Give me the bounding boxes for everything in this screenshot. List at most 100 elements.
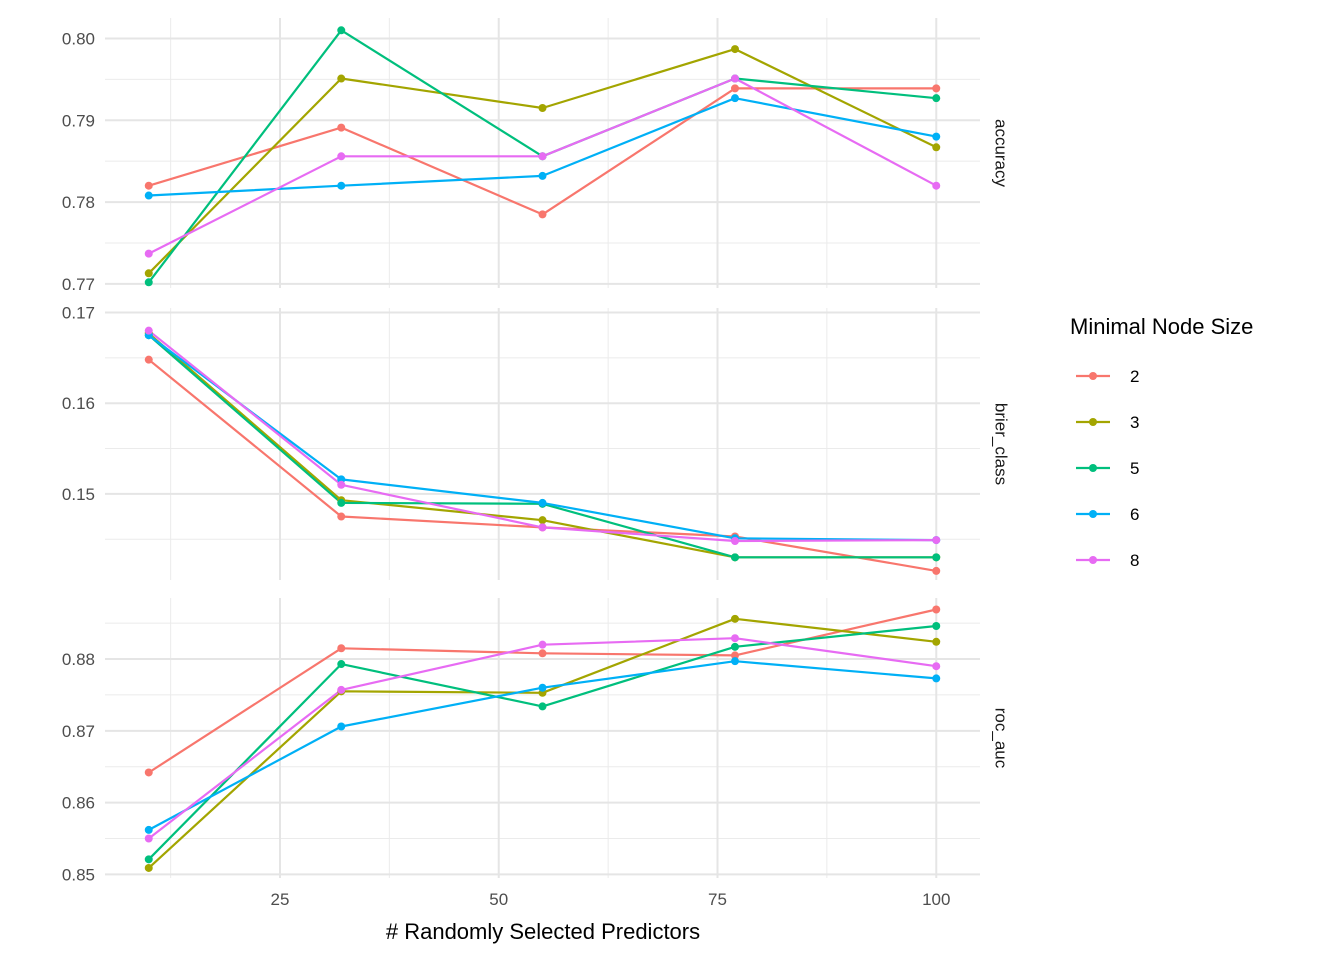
data-point-2 xyxy=(144,181,153,190)
data-point-8 xyxy=(538,640,547,649)
data-point-2 xyxy=(932,605,941,614)
data-point-2 xyxy=(337,512,346,521)
legend: Minimal Node Size 2 3 5 6 8 xyxy=(1070,314,1253,570)
data-point-2 xyxy=(144,768,153,777)
data-point-6 xyxy=(538,171,547,180)
data-point-2 xyxy=(337,644,346,653)
data-point-6 xyxy=(144,191,153,200)
legend-key-point xyxy=(1089,418,1097,426)
data-point-6 xyxy=(538,498,547,507)
data-point-5 xyxy=(932,622,941,630)
data-point-8 xyxy=(932,662,941,671)
data-point-5 xyxy=(337,26,346,35)
x-axis-title: # Randomly Selected Predictors xyxy=(386,919,700,944)
x-axis: 25 50 75 100 xyxy=(271,890,951,909)
data-point-5 xyxy=(932,553,941,562)
data-point-8 xyxy=(538,523,547,532)
facet-panel-accuracy: 0.77 0.78 0.79 0.80 accuracy xyxy=(62,18,1011,294)
legend-key-point xyxy=(1089,464,1097,472)
y-tick-label: 0.86 xyxy=(62,794,95,813)
legend-item-2: 2 xyxy=(1076,367,1139,386)
data-point-6 xyxy=(144,825,153,834)
data-point-5 xyxy=(337,498,346,507)
data-point-8 xyxy=(932,181,941,190)
data-point-8 xyxy=(538,152,547,161)
data-point-3 xyxy=(932,143,941,152)
legend-item-3: 3 xyxy=(1076,413,1139,432)
data-point-3 xyxy=(144,269,153,278)
legend-item-8: 8 xyxy=(1076,551,1139,570)
data-point-2 xyxy=(731,651,739,660)
y-tick-label: 0.17 xyxy=(62,304,95,323)
legend-label: 5 xyxy=(1130,459,1139,478)
y-tick-label: 0.78 xyxy=(62,193,95,212)
data-point-8 xyxy=(337,685,346,694)
data-point-2 xyxy=(538,649,547,658)
data-point-5 xyxy=(932,94,941,103)
data-point-2 xyxy=(538,210,547,219)
data-point-8 xyxy=(731,537,739,546)
facet-strip-label: roc_auc xyxy=(992,708,1011,769)
data-point-8 xyxy=(731,74,739,83)
data-point-5 xyxy=(144,855,153,864)
panels-layer: 0.77 0.78 0.79 0.80 accuracy 0.15 0.16 0.17 brie… xyxy=(62,18,1011,884)
data-point-2 xyxy=(731,84,739,93)
y-tick-label: 0.85 xyxy=(62,865,95,884)
series-line-5 xyxy=(148,624,937,861)
data-point-8 xyxy=(144,326,153,335)
data-point-2 xyxy=(932,566,941,575)
x-tick-label: 75 xyxy=(708,890,727,909)
data-point-6 xyxy=(731,94,739,103)
data-point-8 xyxy=(144,249,153,258)
data-point-6 xyxy=(932,674,941,683)
facet-panel-brier_class: 0.15 0.16 0.17 brier_class xyxy=(62,304,1011,580)
data-point-5 xyxy=(337,660,346,669)
data-point-5 xyxy=(538,702,547,711)
data-point-3 xyxy=(932,637,941,646)
facet-panel-roc_auc: 0.85 0.86 0.87 0.88 roc_auc xyxy=(62,598,1011,884)
legend-label: 8 xyxy=(1130,551,1139,570)
legend-key-point xyxy=(1089,556,1097,564)
y-tick-label: 0.79 xyxy=(62,111,95,130)
legend-label: 6 xyxy=(1130,505,1139,524)
y-tick-label: 0.87 xyxy=(62,722,95,741)
data-point-6 xyxy=(731,657,739,666)
facet-strip-label: brier_class xyxy=(992,403,1011,485)
legend-item-6: 6 xyxy=(1076,505,1139,524)
y-tick-label: 0.80 xyxy=(62,29,95,48)
data-point-3 xyxy=(538,516,547,525)
data-point-3 xyxy=(337,74,346,83)
data-point-3 xyxy=(731,45,739,54)
data-point-2 xyxy=(144,355,153,364)
data-point-6 xyxy=(932,132,941,141)
data-point-8 xyxy=(144,834,153,843)
data-point-6 xyxy=(538,683,547,692)
facet-strip-label: accuracy xyxy=(992,119,1011,188)
data-point-5 xyxy=(731,553,739,562)
legend-key-point xyxy=(1089,510,1097,518)
legend-key-point xyxy=(1089,372,1097,380)
y-tick-label: 0.16 xyxy=(62,394,95,413)
data-point-2 xyxy=(337,123,346,132)
legend-label: 2 xyxy=(1130,367,1139,386)
legend-title: Minimal Node Size xyxy=(1070,314,1253,339)
data-point-5 xyxy=(731,642,739,651)
data-point-8 xyxy=(337,480,346,489)
y-tick-label: 0.77 xyxy=(62,275,95,294)
data-point-6 xyxy=(337,722,346,731)
x-tick-label: 50 xyxy=(489,890,508,909)
x-tick-label: 25 xyxy=(271,890,290,909)
y-tick-label: 0.15 xyxy=(62,485,95,504)
data-point-2 xyxy=(932,84,941,93)
data-point-3 xyxy=(144,863,153,872)
legend-item-5: 5 xyxy=(1076,459,1139,478)
series-line-6 xyxy=(148,97,937,197)
x-tick-label: 100 xyxy=(922,890,950,909)
data-point-5 xyxy=(144,278,153,287)
data-point-8 xyxy=(337,152,346,161)
data-point-6 xyxy=(337,181,346,190)
data-point-8 xyxy=(731,634,739,643)
y-tick-label: 0.88 xyxy=(62,650,95,669)
